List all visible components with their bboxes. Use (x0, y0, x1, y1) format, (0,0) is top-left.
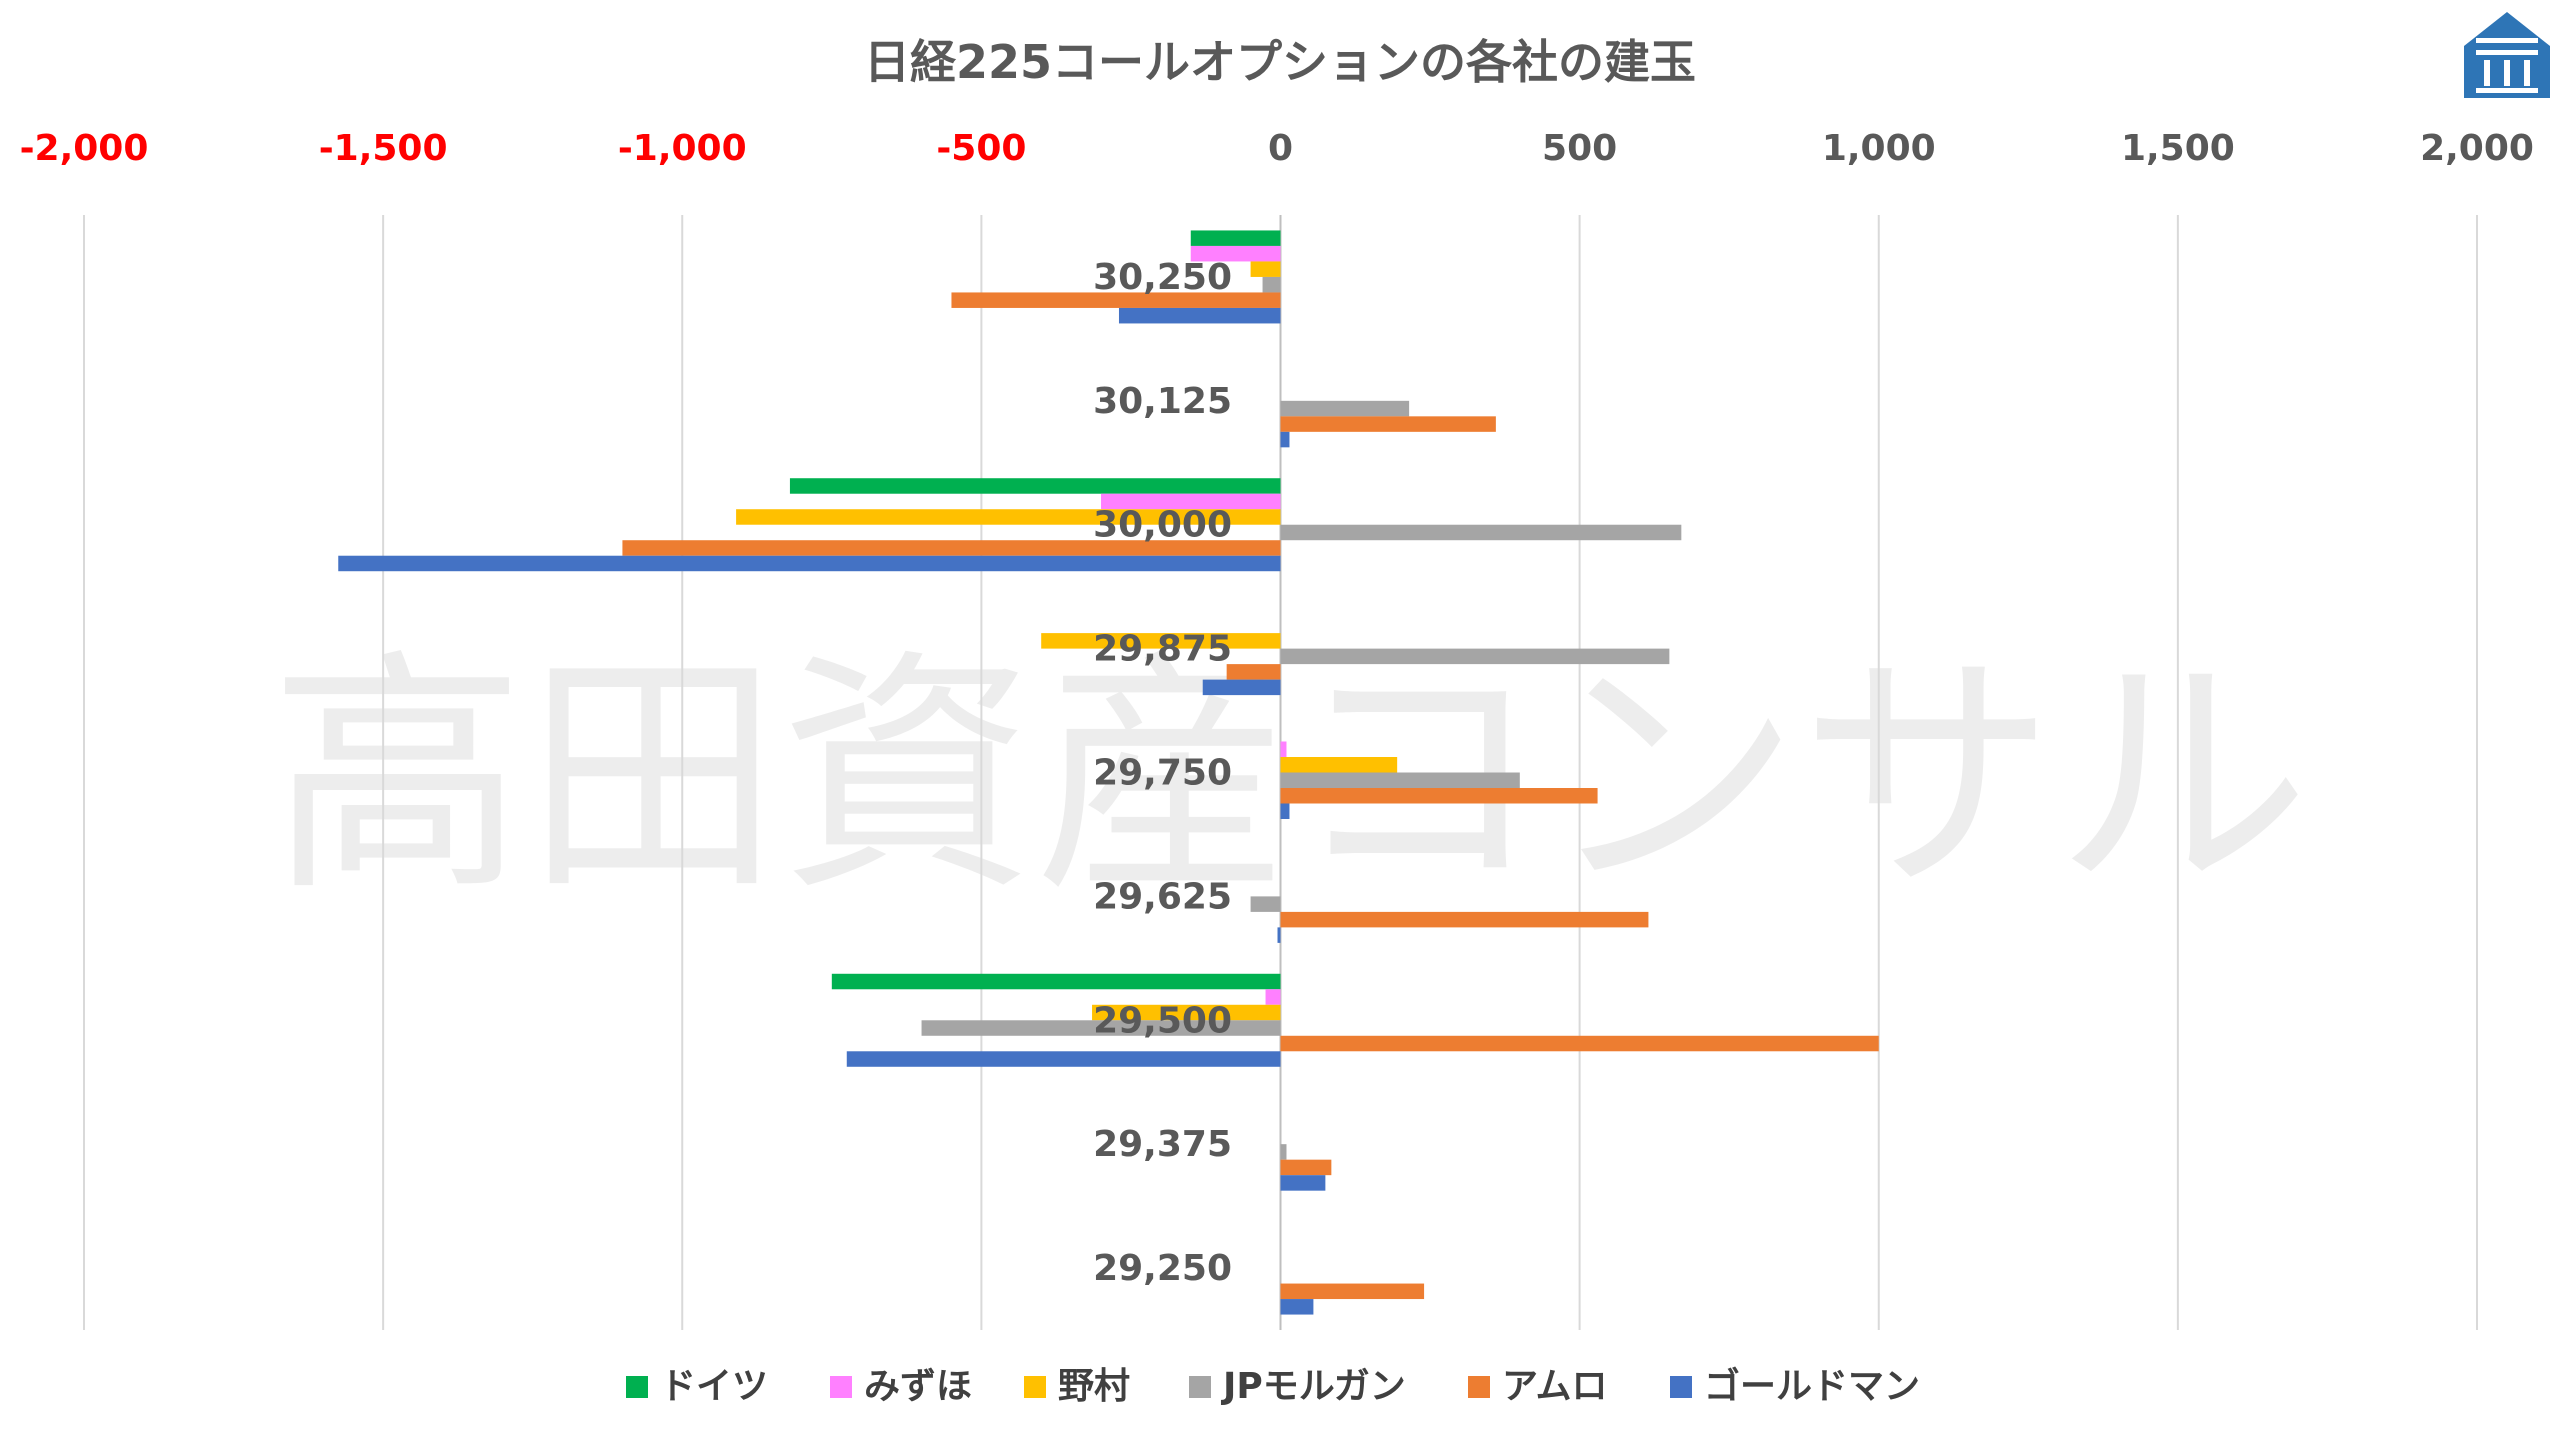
category-label: 30,250 (1093, 257, 1232, 298)
bar (951, 292, 1281, 308)
bar (1280, 911, 1649, 928)
bar (1280, 524, 1682, 541)
bar (1280, 648, 1670, 665)
legend-label: ゴールドマン (1704, 1365, 1920, 1407)
bar (736, 509, 1281, 525)
legend-item: 野村 (1024, 1366, 1130, 1407)
bar (1280, 741, 1287, 757)
legend: ドイツ みずほ 野村 JPモルガン アムロ ゴールドマン (626, 1365, 1920, 1407)
logo-bar-3 (2504, 60, 2510, 86)
x-tick-label: 1,500 (2121, 128, 2235, 169)
bar (1250, 896, 1281, 912)
bar (1280, 1283, 1425, 1300)
bar (1262, 276, 1281, 293)
logo-bar-2 (2484, 60, 2490, 86)
bar (1190, 245, 1281, 262)
chart-title: 日経225コールオプションの各社の建玉 (864, 35, 1696, 89)
bars (338, 230, 1879, 1315)
bar (1092, 1004, 1281, 1021)
category-label: 29,375 (1093, 1124, 1232, 1165)
category-labels: 30,250 30,125 30,000 29,875 29,750 29,625 29,5… (1093, 257, 1232, 1289)
bar (1280, 416, 1496, 432)
logo-bar-4 (2524, 60, 2530, 86)
bar (1280, 788, 1598, 804)
bar (846, 1051, 1281, 1067)
bar (1041, 633, 1281, 649)
x-axis-tick-labels: -2,000 -1,500 -1,000 -500 0 500 1,000 1,500 2,00… (20, 128, 2534, 169)
legend-label: アムロ (1502, 1366, 1607, 1407)
bar (1280, 772, 1520, 788)
category-label: 30,125 (1093, 381, 1232, 422)
logo-bar-1 (2476, 50, 2538, 55)
bar (1280, 1144, 1287, 1160)
bar (1190, 230, 1281, 246)
legend-item: アムロ (1468, 1366, 1607, 1407)
x-tick-label: 500 (1542, 128, 1617, 169)
legend-swatch (1670, 1376, 1692, 1398)
bar (1280, 757, 1398, 773)
legend-item: ドイツ (626, 1366, 768, 1407)
legend-swatch (1024, 1376, 1046, 1398)
category-label: 30,000 (1093, 505, 1232, 546)
bar (1118, 307, 1281, 324)
bar (1280, 400, 1410, 417)
legend-item: JPモルガン (1189, 1366, 1406, 1407)
bar (1280, 431, 1290, 448)
takata-logo (2464, 12, 2550, 98)
legend-label: JPモルガン (1220, 1366, 1406, 1407)
bar (1280, 1299, 1314, 1315)
bar (789, 478, 1281, 494)
legend-label: みずほ (864, 1366, 972, 1407)
bar (831, 973, 1281, 990)
bar (1280, 1159, 1332, 1176)
bar (1250, 261, 1281, 277)
bar (1277, 927, 1281, 943)
bar (338, 555, 1281, 572)
bar (1101, 493, 1281, 510)
bar (1202, 679, 1281, 696)
bar (1280, 1175, 1326, 1191)
bar (1280, 1035, 1879, 1052)
x-tick-label: -1,500 (319, 128, 448, 169)
bar (1280, 803, 1290, 819)
legend-item: ゴールドマン (1670, 1365, 1920, 1407)
x-tick-label: -1,000 (618, 128, 747, 169)
x-tick-label: -2,000 (20, 128, 149, 169)
legend-label: 野村 (1058, 1366, 1130, 1407)
legend-swatch (626, 1376, 648, 1398)
logo-roof-line (2476, 38, 2538, 43)
x-tick-label: -500 (936, 128, 1026, 169)
legend-label: ドイツ (660, 1366, 768, 1407)
x-tick-label: 1,000 (1822, 128, 1936, 169)
category-label: 29,750 (1093, 753, 1232, 794)
legend-swatch (1468, 1376, 1490, 1398)
category-label: 29,875 (1093, 629, 1232, 670)
x-tick-label: 0 (1268, 128, 1293, 169)
grid-lines (83, 215, 2478, 1330)
bar (622, 540, 1281, 556)
legend-swatch (1189, 1376, 1211, 1398)
x-tick-label: 2,000 (2420, 128, 2534, 169)
category-label: 29,625 (1093, 876, 1232, 917)
legend-swatch (830, 1376, 852, 1398)
logo-base (2476, 88, 2538, 93)
category-label: 29,500 (1093, 1000, 1232, 1041)
legend-item: みずほ (830, 1366, 972, 1407)
bar (1265, 989, 1281, 1005)
category-label: 29,250 (1093, 1248, 1232, 1289)
bar (921, 1020, 1281, 1036)
bar (1226, 664, 1281, 680)
